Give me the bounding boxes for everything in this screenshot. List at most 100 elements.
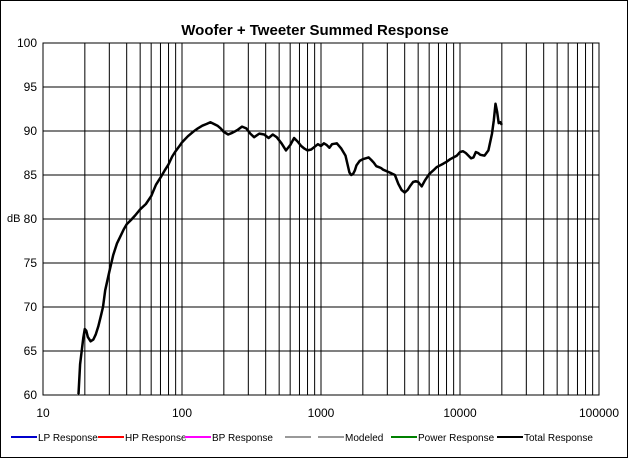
data-point: [126, 223, 128, 225]
data-point: [108, 271, 110, 273]
legend-label: LP Response: [38, 433, 98, 444]
data-point: [112, 254, 114, 256]
data-point: [116, 243, 118, 245]
data-point: [77, 393, 80, 395]
data-point: [459, 151, 461, 153]
x-tick-label: 10: [36, 406, 50, 420]
data-point: [462, 150, 464, 152]
data-point: [409, 185, 411, 187]
data-point: [397, 183, 399, 185]
data-point: [201, 125, 203, 127]
data-point: [236, 129, 238, 131]
data-point: [352, 173, 354, 175]
data-point: [373, 162, 375, 164]
data-point: [272, 133, 274, 136]
data-point: [436, 166, 438, 168]
y-tick-label: 75: [24, 256, 38, 270]
y-tick-label: 80: [24, 212, 38, 226]
data-point: [139, 208, 141, 210]
data-point: [314, 146, 316, 148]
data-point: [344, 155, 347, 157]
data-point: [175, 150, 177, 152]
data-point: [320, 145, 322, 147]
data-point: [501, 124, 503, 126]
data-point: [424, 179, 426, 181]
data-point: [231, 132, 233, 134]
data-point: [493, 119, 495, 121]
data-point: [306, 149, 309, 151]
data-point: [100, 316, 102, 318]
data-point: [97, 325, 99, 327]
data-point: [412, 181, 414, 183]
y-tick-label: 90: [24, 124, 38, 138]
y-axis-label: dB: [7, 213, 20, 225]
data-point: [483, 155, 486, 157]
data-point: [87, 336, 89, 338]
data-point: [81, 350, 83, 352]
data-point: [362, 158, 364, 160]
data-point: [263, 133, 265, 136]
data-point: [285, 149, 287, 151]
data-point: [213, 123, 215, 125]
data-point: [472, 156, 475, 158]
data-point: [123, 229, 125, 231]
data-point: [348, 171, 350, 173]
data-point: [253, 136, 255, 138]
data-point: [95, 333, 97, 335]
data-point: [164, 170, 166, 172]
legend-label: Power Response: [418, 433, 495, 444]
data-point: [145, 203, 147, 205]
legend: LP Response HP Response BP Response Modeled…: [11, 433, 593, 444]
data-point: [499, 121, 501, 123]
data-point: [276, 136, 278, 138]
data-point: [380, 167, 382, 169]
data-point: [449, 158, 451, 160]
data-point: [415, 180, 417, 182]
data-point: [245, 127, 247, 129]
data-point: [404, 192, 406, 194]
data-point: [171, 155, 173, 158]
series-layer: [77, 102, 503, 395]
data-point: [350, 174, 352, 176]
data-point: [178, 146, 180, 148]
data-point: [382, 169, 384, 171]
data-point: [386, 170, 388, 173]
x-tick-label: 100000: [579, 406, 619, 420]
plot-border: [42, 42, 600, 396]
data-point: [494, 103, 497, 105]
data-point: [300, 145, 302, 147]
data-point: [227, 133, 229, 136]
data-point: [475, 151, 477, 153]
data-point: [487, 149, 489, 151]
y-tick-labels: 60 65 70 75 80 85 90 95 100: [17, 36, 37, 402]
data-point: [150, 195, 152, 197]
data-point: [134, 214, 136, 217]
data-point: [498, 122, 500, 124]
data-point: [159, 177, 162, 179]
data-point: [370, 159, 372, 161]
data-point: [421, 185, 423, 187]
data-point: [90, 340, 92, 342]
data-point: [331, 143, 333, 145]
data-point: [375, 165, 377, 167]
data-point: [407, 189, 409, 191]
y-tick-label: 100: [17, 36, 37, 50]
x-tick-label: 100: [172, 406, 192, 420]
data-point: [445, 161, 448, 163]
data-point: [197, 127, 199, 129]
data-point: [220, 127, 222, 129]
data-point: [390, 172, 392, 174]
x-tick-labels: 10 100 1000 10000 100000: [36, 406, 619, 420]
data-point: [323, 142, 325, 144]
data-point: [289, 144, 291, 146]
data-point: [84, 328, 86, 330]
legend-label: HP Response: [125, 433, 187, 444]
legend-label: BP Response: [212, 433, 273, 444]
data-point: [368, 156, 370, 158]
data-point: [439, 164, 441, 166]
data-point: [280, 142, 283, 144]
data-point: [336, 142, 338, 144]
data-point: [317, 143, 319, 145]
y-tick-label: 60: [24, 388, 38, 402]
data-point: [417, 181, 419, 183]
